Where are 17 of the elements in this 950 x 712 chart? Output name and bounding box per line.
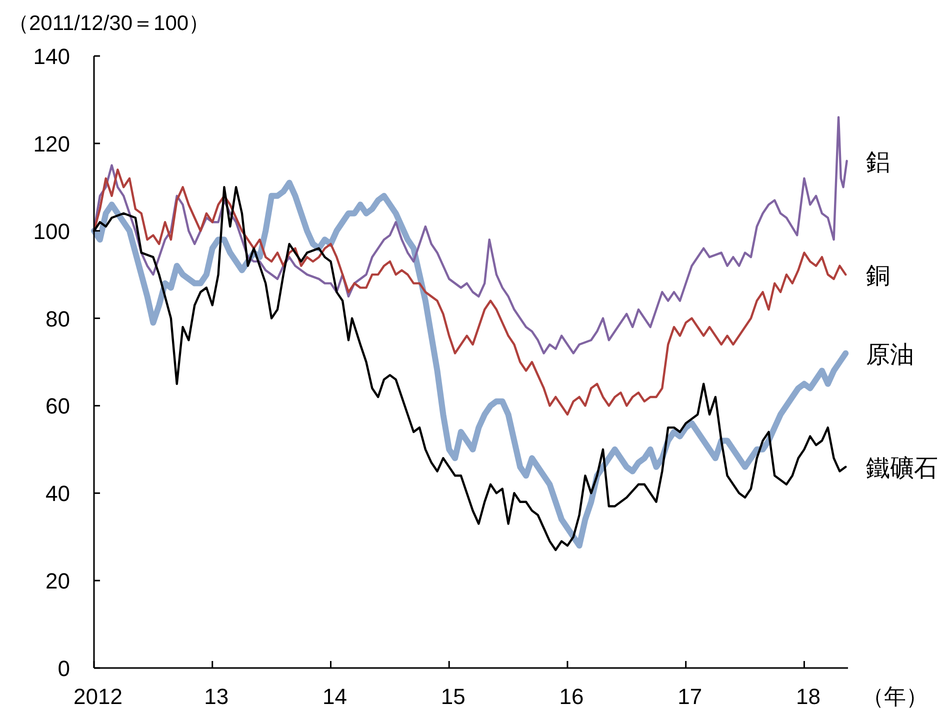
ytick: 140 xyxy=(33,44,70,69)
ytick: 120 xyxy=(33,131,70,156)
ytick: 40 xyxy=(46,481,70,506)
ytick: 60 xyxy=(46,394,70,419)
xtick: 2012 xyxy=(74,684,122,709)
ytick: 0 xyxy=(58,656,70,681)
xtick: 16 xyxy=(559,684,584,709)
xtick: 17 xyxy=(678,684,702,709)
xtick: 18 xyxy=(796,684,820,709)
xtick: 14 xyxy=(322,684,347,709)
ytick: 80 xyxy=(46,306,70,332)
xtick: 15 xyxy=(440,684,466,709)
ylabel: （2011/12/30＝100） xyxy=(8,12,210,35)
xtick: 13 xyxy=(204,684,229,709)
ytick: 100 xyxy=(33,218,70,244)
ytick: 20 xyxy=(46,568,70,594)
xlabel: （年） xyxy=(862,684,928,709)
